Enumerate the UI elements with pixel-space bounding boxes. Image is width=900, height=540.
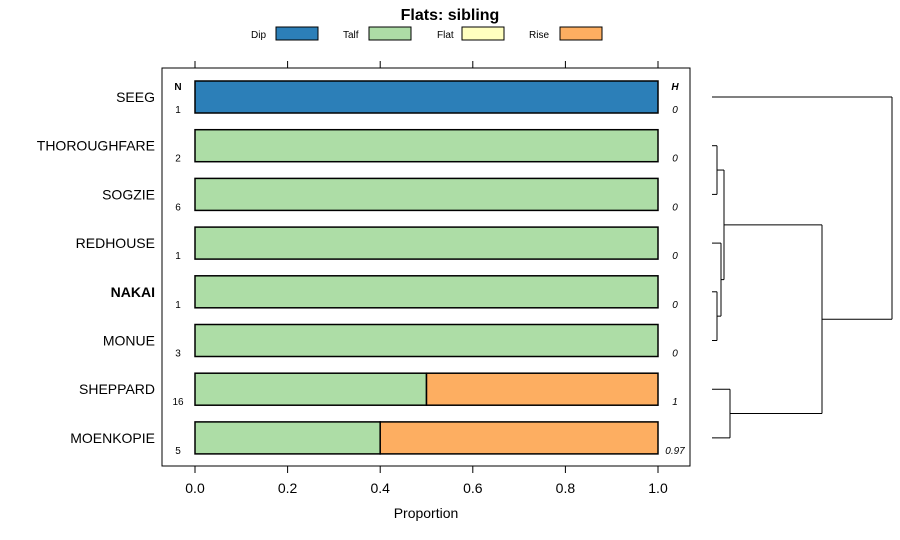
h-value-moenkopie: 0.97 — [665, 446, 685, 457]
n-value-nakai: 1 — [175, 300, 181, 311]
bar-rows: SEEG 1 0 THOROUGHFARE 2 0 SOGZIE 6 0 REDHOUSE 1 0 NA… — [37, 80, 685, 457]
bar-seeg-dip — [194, 80, 659, 114]
h-header: H — [671, 82, 679, 93]
legend-swatch-rise — [559, 26, 603, 41]
bar-redhouse-talf — [194, 226, 659, 260]
n-value-seeg: 1 — [175, 105, 181, 116]
legend-label-rise: Rise — [529, 30, 549, 41]
bar-thoroughfare-talf — [194, 128, 659, 163]
legend-swatch-flat — [461, 26, 505, 41]
x-axis-title: Proportion — [394, 505, 459, 521]
h-value-monue: 0 — [672, 349, 678, 360]
legend: Dip Talf Flat Rise — [251, 26, 603, 41]
row-label-seeg: SEEG — [116, 89, 155, 105]
bar-sheppard-rise — [425, 372, 659, 406]
x-axis: 0.0 0.2 0.4 0.6 0.8 1.0 — [185, 466, 668, 496]
legend-swatch-talf — [368, 26, 412, 41]
h-value-sheppard: 1 — [672, 397, 678, 408]
x-tick-label-0: 0.0 — [185, 480, 205, 496]
row-label-nakai: NAKAI — [111, 284, 155, 300]
legend-label-flat: Flat — [437, 30, 454, 41]
bar-sheppard-talf — [194, 372, 428, 406]
x-tick-label-4: 0.8 — [556, 480, 576, 496]
row-label-thoroughfare: THOROUGHFARE — [37, 138, 155, 154]
dendrogram — [712, 96, 893, 439]
h-value-sogzie: 0 — [672, 202, 678, 213]
bar-nakai-talf — [194, 275, 659, 309]
legend-label-talf: Talf — [343, 30, 359, 41]
x-tick-label-2: 0.4 — [370, 480, 390, 496]
chart-title: Flats: sibling — [401, 7, 500, 24]
n-value-monue: 3 — [175, 349, 181, 360]
h-value-seeg: 0 — [672, 105, 678, 116]
n-value-redhouse: 1 — [175, 251, 181, 262]
h-value-thoroughfare: 0 — [672, 154, 678, 165]
legend-label-dip: Dip — [251, 30, 266, 41]
plot-frame — [161, 67, 691, 467]
h-value-redhouse: 0 — [672, 251, 678, 262]
h-value-nakai: 0 — [672, 300, 678, 311]
n-value-sogzie: 6 — [175, 202, 181, 213]
bar-sogzie-talf — [194, 177, 659, 212]
row-label-sogzie: SOGZIE — [102, 186, 155, 202]
row-label-sheppard: SHEPPARD — [79, 381, 155, 397]
n-value-sheppard: 16 — [172, 397, 184, 408]
n-value-moenkopie: 5 — [175, 446, 181, 457]
n-header: N — [174, 82, 181, 93]
row-label-redhouse: REDHOUSE — [76, 235, 155, 251]
x-tick-label-5: 1.0 — [648, 480, 668, 496]
bar-moenkopie-talf — [194, 421, 381, 455]
x-tick-label-3: 0.6 — [463, 480, 483, 496]
bar-monue-talf — [194, 323, 659, 358]
n-value-thoroughfare: 2 — [175, 154, 181, 165]
x-tick-label-1: 0.2 — [278, 480, 298, 496]
bar-moenkopie-rise — [379, 421, 659, 455]
top-axis-ticks — [194, 61, 659, 68]
row-label-monue: MONUE — [103, 333, 155, 349]
legend-swatch-dip — [275, 26, 319, 41]
row-label-moenkopie: MOENKOPIE — [70, 430, 155, 446]
